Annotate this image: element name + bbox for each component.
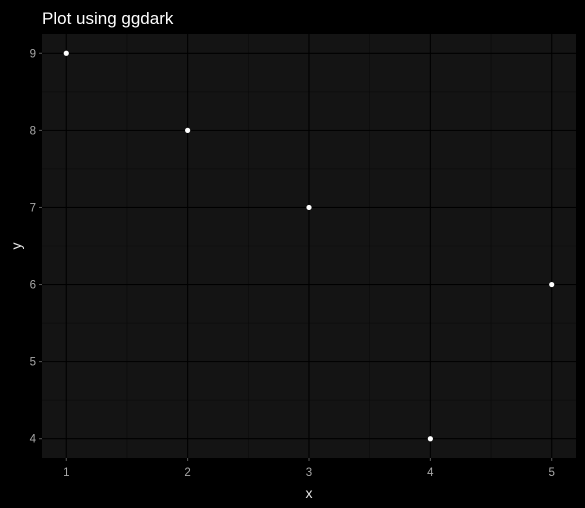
data-point: [63, 50, 69, 56]
x-tick-label: 4: [427, 467, 434, 479]
x-tick-label: 1: [63, 467, 69, 479]
data-points: [63, 50, 555, 442]
y-tick-label: 7: [30, 202, 36, 214]
y-tick-label: 5: [30, 357, 36, 369]
y-tick-label: 6: [30, 280, 36, 292]
y-axis: 4 5 6 7 8 9: [30, 48, 42, 446]
chart-title: Plot using ggdark: [42, 9, 174, 28]
data-point: [185, 127, 191, 133]
y-tick-label: 8: [30, 125, 36, 137]
y-tick-label: 9: [30, 48, 36, 60]
x-axis: 1 2 3 4 5: [63, 458, 555, 479]
data-point: [306, 204, 312, 211]
x-tick-label: 5: [549, 467, 555, 479]
grid-lines: [42, 34, 576, 458]
x-tick-label: 2: [184, 467, 190, 479]
y-axis-title: y: [8, 243, 24, 250]
x-axis-title: x: [306, 485, 313, 501]
y-tick-label: 4: [30, 434, 37, 446]
data-point: [549, 281, 555, 288]
data-point: [427, 436, 433, 442]
x-tick-label: 3: [306, 467, 312, 479]
